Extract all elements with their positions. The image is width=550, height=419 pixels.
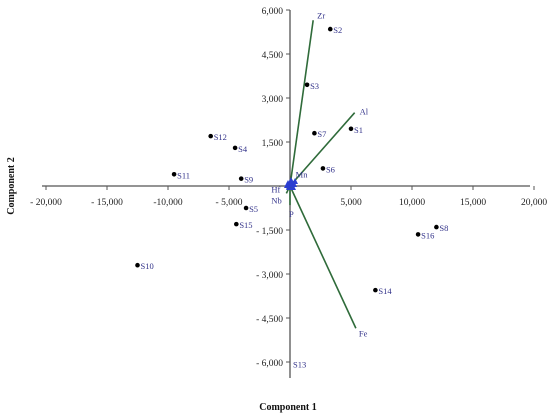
loading-marker bbox=[284, 182, 290, 188]
point-s15 bbox=[234, 221, 239, 227]
point-label-s15: S15 bbox=[239, 220, 252, 230]
y-tick-label: 1,500 bbox=[262, 139, 284, 149]
point-s6 bbox=[320, 166, 326, 171]
point-label-s12: S12 bbox=[214, 132, 227, 142]
y-tick-label: - 6,000 bbox=[256, 359, 283, 369]
point-label-s16: S16 bbox=[421, 230, 434, 240]
loading-label-fe: Fe bbox=[359, 328, 368, 338]
point-s10 bbox=[135, 262, 140, 268]
y-tick-label: - 3,000 bbox=[256, 271, 283, 281]
loading-vector-fe bbox=[289, 185, 357, 329]
x-tick-label: - 5,000 bbox=[216, 198, 243, 208]
point-label-s9: S9 bbox=[244, 175, 253, 185]
point-s1 bbox=[348, 126, 354, 132]
point-label-s5: S5 bbox=[249, 204, 258, 214]
loading-label-hf: Hf bbox=[271, 184, 280, 194]
point-s11 bbox=[171, 171, 177, 177]
x-tick-label: - 15,000 bbox=[91, 198, 123, 208]
point-label-s6: S6 bbox=[326, 164, 335, 174]
loading-label-al: Al bbox=[360, 107, 369, 117]
point-s5 bbox=[243, 205, 249, 211]
score-points: S1 S2 S3 S4 S5 S6 S7 S8 S9 S10 S11 S12 S13 S14 S15 S16 bbox=[135, 25, 448, 369]
x-tick-label: 10,000 bbox=[399, 198, 425, 208]
x-tick-label: 5,000 bbox=[340, 198, 362, 208]
y-tick-label: - 4,500 bbox=[256, 315, 283, 325]
point-label-s10: S10 bbox=[141, 261, 154, 271]
loading-marker bbox=[292, 178, 298, 184]
y-axis-title: Component 2 bbox=[6, 157, 17, 215]
point-s8 bbox=[434, 224, 439, 230]
point-s16 bbox=[415, 232, 421, 237]
loading-label-mn: Mn bbox=[296, 170, 309, 180]
point-label-s3: S3 bbox=[310, 81, 319, 91]
point-s7 bbox=[312, 130, 317, 136]
point-s14 bbox=[373, 287, 378, 293]
point-s2 bbox=[327, 26, 333, 32]
loading-label-nb: Nb bbox=[271, 195, 281, 205]
loading-marker bbox=[290, 184, 296, 190]
point-s12 bbox=[208, 133, 213, 139]
point-s4 bbox=[232, 145, 238, 151]
y-tick-label: 3,000 bbox=[262, 95, 284, 105]
x-tick-label: 20,000 bbox=[521, 198, 547, 208]
loading-label-zr: Zr bbox=[317, 10, 325, 20]
point-label-s4: S4 bbox=[238, 144, 248, 154]
y-tick-label: 6,000 bbox=[262, 7, 284, 17]
y-tick-label: 4,500 bbox=[262, 51, 284, 61]
point-label-s8: S8 bbox=[439, 223, 448, 233]
y-tick-label: - 1,500 bbox=[256, 227, 283, 237]
point-label-s7: S7 bbox=[317, 129, 326, 139]
point-label-s2: S2 bbox=[333, 25, 342, 35]
point-label-s14: S14 bbox=[378, 286, 392, 296]
point-s3 bbox=[304, 82, 310, 88]
x-axis-title: Component 1 bbox=[259, 402, 317, 413]
point-label-s1: S1 bbox=[354, 125, 363, 135]
point-label-s11: S11 bbox=[177, 170, 190, 180]
point-s9 bbox=[238, 176, 244, 181]
loading-vector-zr bbox=[289, 20, 314, 187]
point-label-s13: S13 bbox=[293, 359, 306, 369]
axes bbox=[42, 10, 530, 378]
loading-vector-al bbox=[289, 112, 356, 187]
x-tick-label: - 20,000 bbox=[30, 198, 62, 208]
x-tick-label: 15,000 bbox=[460, 198, 486, 208]
axis-ticks: - 20,000 - 15,000 -10,000 - 5,000 5,000 10,00… bbox=[30, 7, 547, 369]
loading-label-p: P bbox=[289, 209, 294, 219]
x-tick-label: -10,000 bbox=[153, 198, 183, 208]
loading-marker bbox=[288, 177, 294, 183]
